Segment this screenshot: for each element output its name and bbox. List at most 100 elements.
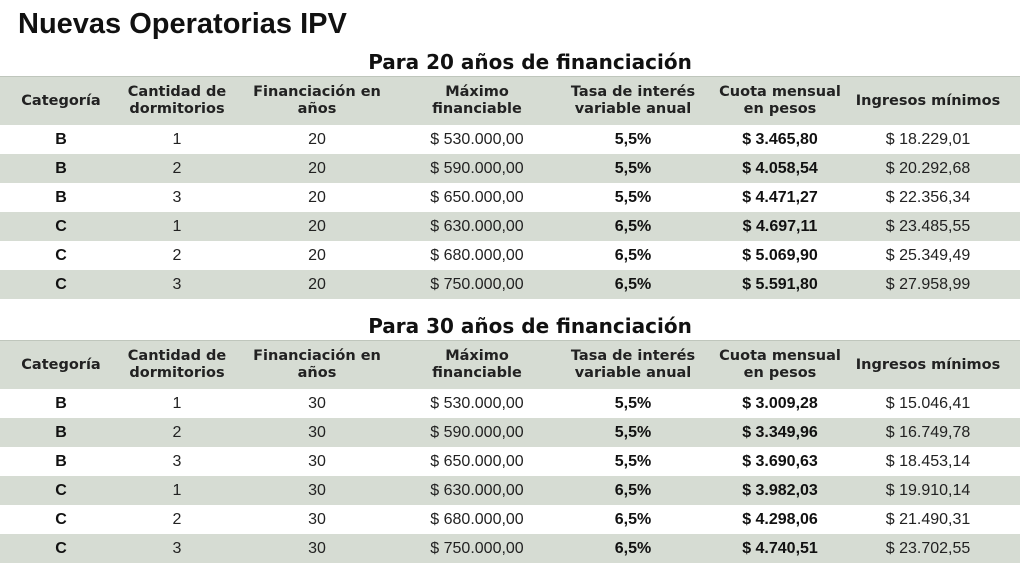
cell-years: 30 xyxy=(308,394,326,412)
cell-monthly-fee: $ 3.349,96 xyxy=(742,423,818,441)
cell-category: B xyxy=(55,130,67,148)
column-header-years: Financiación en años xyxy=(253,348,381,381)
cell-min-income: $ 18.453,14 xyxy=(885,452,971,470)
cell-monthly-fee: $ 4.298,06 xyxy=(742,510,818,528)
cell-min-income: $ 16.749,78 xyxy=(885,423,971,441)
cell-bedrooms: 2 xyxy=(172,159,182,177)
column-header-category: Categoría xyxy=(21,92,101,109)
cell-years: 30 xyxy=(308,423,326,441)
cell-bedrooms: 1 xyxy=(172,130,182,148)
financing-section-1: Para 20 años de financiación Categoría Can… xyxy=(0,48,1020,299)
cell-monthly-fee: $ 3.009,28 xyxy=(742,394,818,412)
cell-bedrooms: 1 xyxy=(172,481,182,499)
table-row: C 3 30 $ 750.000,00 6,5% $ 4.740,51 $ 23.702,5… xyxy=(0,534,1020,563)
cell-years: 30 xyxy=(308,539,326,557)
page-title: Nuevas Operatorias IPV xyxy=(18,8,347,40)
column-header-monthly-fee: Cuota mensual en pesos xyxy=(719,348,841,381)
cell-category: B xyxy=(55,423,67,441)
cell-category: C xyxy=(55,481,67,499)
financing-section-2: Para 30 años de financiación Categoría Can… xyxy=(0,312,1020,563)
cell-min-income: $ 25.349,49 xyxy=(885,246,971,264)
cell-category: C xyxy=(55,539,67,557)
cell-bedrooms: 3 xyxy=(172,275,182,293)
cell-years: 20 xyxy=(308,159,326,177)
cell-years: 30 xyxy=(308,510,326,528)
cell-category: B xyxy=(55,159,67,177)
cell-min-income: $ 21.490,31 xyxy=(885,510,971,528)
table-row: B 2 20 $ 590.000,00 5,5% $ 4.058,54 $ 20.292,6… xyxy=(0,154,1020,183)
column-header-category: Categoría xyxy=(21,356,101,373)
table-row: B 3 20 $ 650.000,00 5,5% $ 4.471,27 $ 22.356,3… xyxy=(0,183,1020,212)
table-row: C 2 30 $ 680.000,00 6,5% $ 4.298,06 $ 21.490,3… xyxy=(0,505,1020,534)
cell-monthly-fee: $ 3.465,80 xyxy=(742,130,818,148)
column-header-interest-rate: Tasa de interés variable anual xyxy=(570,348,696,381)
cell-interest-rate: 6,5% xyxy=(614,510,652,528)
table-row: C 3 20 $ 750.000,00 6,5% $ 5.591,80 $ 27.958,9… xyxy=(0,270,1020,299)
cell-max-financing: $ 680.000,00 xyxy=(430,246,524,264)
cell-bedrooms: 2 xyxy=(172,510,182,528)
cell-category: C xyxy=(55,275,67,293)
cell-monthly-fee: $ 5.069,90 xyxy=(742,246,818,264)
cell-interest-rate: 5,5% xyxy=(614,159,652,177)
table-row: B 3 30 $ 650.000,00 5,5% $ 3.690,63 $ 18.453,1… xyxy=(0,447,1020,476)
cell-interest-rate: 5,5% xyxy=(614,130,652,148)
cell-min-income: $ 19.910,14 xyxy=(885,481,971,499)
cell-interest-rate: 5,5% xyxy=(614,452,652,470)
cell-interest-rate: 6,5% xyxy=(614,275,652,293)
cell-category: C xyxy=(55,246,67,264)
table-row: B 2 30 $ 590.000,00 5,5% $ 3.349,96 $ 16.749,7… xyxy=(0,418,1020,447)
cell-max-financing: $ 590.000,00 xyxy=(430,423,524,441)
column-header-max-financing: Máximo financiable xyxy=(432,84,522,117)
cell-max-financing: $ 590.000,00 xyxy=(430,159,524,177)
cell-max-financing: $ 530.000,00 xyxy=(430,394,524,412)
column-header-max-financing: Máximo financiable xyxy=(432,348,522,381)
column-header-bedrooms: Cantidad de dormitorios xyxy=(127,84,227,117)
cell-category: B xyxy=(55,188,67,206)
cell-bedrooms: 1 xyxy=(172,217,182,235)
cell-min-income: $ 22.356,34 xyxy=(885,188,971,206)
cell-min-income: $ 23.702,55 xyxy=(885,539,971,557)
cell-category: B xyxy=(55,394,67,412)
cell-interest-rate: 6,5% xyxy=(614,481,652,499)
section-title: Para 30 años de financiación xyxy=(368,314,692,338)
cell-max-financing: $ 750.000,00 xyxy=(430,275,524,293)
cell-category: C xyxy=(55,217,67,235)
table-row: B 1 20 $ 530.000,00 5,5% $ 3.465,80 $ 18.229,0… xyxy=(0,125,1020,154)
cell-interest-rate: 6,5% xyxy=(614,539,652,557)
cell-interest-rate: 5,5% xyxy=(614,423,652,441)
cell-monthly-fee: $ 4.697,11 xyxy=(742,217,818,235)
cell-interest-rate: 5,5% xyxy=(614,188,652,206)
column-header-bedrooms: Cantidad de dormitorios xyxy=(127,348,227,381)
cell-category: C xyxy=(55,510,67,528)
table-row: C 1 20 $ 630.000,00 6,5% $ 4.697,11 $ 23.485,5… xyxy=(0,212,1020,241)
cell-min-income: $ 23.485,55 xyxy=(885,217,971,235)
cell-monthly-fee: $ 3.982,03 xyxy=(742,481,818,499)
cell-bedrooms: 2 xyxy=(172,423,182,441)
section-title: Para 20 años de financiación xyxy=(368,50,692,74)
table-row: B 1 30 $ 530.000,00 5,5% $ 3.009,28 $ 15.046,4… xyxy=(0,389,1020,418)
column-header-min-income: Ingresos mínimos xyxy=(855,92,1001,109)
cell-years: 20 xyxy=(308,188,326,206)
column-header-monthly-fee: Cuota mensual en pesos xyxy=(719,84,841,117)
column-header-years: Financiación en años xyxy=(253,84,381,117)
cell-min-income: $ 18.229,01 xyxy=(885,130,971,148)
column-header-interest-rate: Tasa de interés variable anual xyxy=(570,84,696,117)
cell-years: 20 xyxy=(308,275,326,293)
cell-bedrooms: 1 xyxy=(172,394,182,412)
cell-years: 20 xyxy=(308,217,326,235)
cell-max-financing: $ 630.000,00 xyxy=(430,217,524,235)
cell-monthly-fee: $ 5.591,80 xyxy=(742,275,818,293)
cell-bedrooms: 3 xyxy=(172,539,182,557)
cell-category: B xyxy=(55,452,67,470)
cell-min-income: $ 20.292,68 xyxy=(885,159,971,177)
cell-interest-rate: 6,5% xyxy=(614,246,652,264)
cell-monthly-fee: $ 3.690,63 xyxy=(742,452,818,470)
cell-max-financing: $ 750.000,00 xyxy=(430,539,524,557)
cell-max-financing: $ 680.000,00 xyxy=(430,510,524,528)
cell-interest-rate: 5,5% xyxy=(614,394,652,412)
cell-bedrooms: 3 xyxy=(172,452,182,470)
cell-max-financing: $ 530.000,00 xyxy=(430,130,524,148)
cell-years: 20 xyxy=(308,130,326,148)
cell-interest-rate: 6,5% xyxy=(614,217,652,235)
column-header-min-income: Ingresos mínimos xyxy=(855,356,1001,373)
